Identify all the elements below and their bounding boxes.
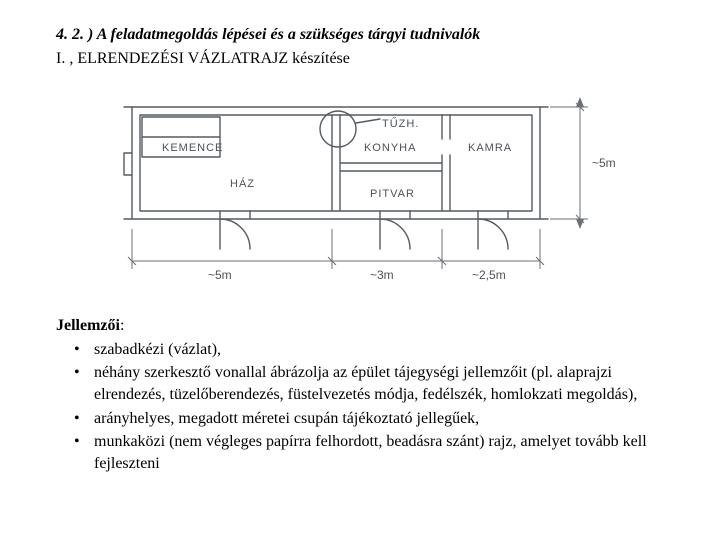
label-tuzh: TŰZH. <box>382 116 419 130</box>
list-item: néhány szerkesztő vonallal ábrázolja az … <box>74 362 664 405</box>
dim-haz: ~5m <box>208 268 232 282</box>
label-kamra: KAMRA <box>468 142 512 154</box>
subtitle-text: ELRENDEZÉSI VÁZLATRAJZ készítése <box>77 50 350 67</box>
label-pitvar: PITVAR <box>370 188 415 200</box>
dim-depth: ~5m <box>592 156 616 170</box>
floorplan-figure-container: KEMENCE HÁZ TŰZH. KONYHA PITVAR KAMRA ~5… <box>56 83 664 291</box>
list-item: arányhelyes, megadott méretei csupán táj… <box>74 408 664 430</box>
dim-pitvar: ~3m <box>370 268 394 282</box>
section-subtitle: I. , ELRENDEZÉSI VÁZLATRAJZ készítése <box>56 48 664 70</box>
section-title: A feladatmegoldás lépései és a szükséges… <box>97 26 481 43</box>
label-kemence: KEMENCE <box>162 142 223 154</box>
label-konyha: KONYHA <box>364 142 416 154</box>
features-heading: Jellemzői <box>56 317 120 334</box>
list-item: szabadkézi (vázlat), <box>74 339 664 361</box>
section-heading: 4. 2. ) A feladatmegoldás lépései és a s… <box>56 24 664 46</box>
list-item: munkaközi (nem végleges papírra felhordo… <box>74 431 664 474</box>
subtitle-prefix: I. , <box>56 50 73 67</box>
dim-kamra: ~2,5m <box>472 268 506 282</box>
features-list: szabadkézi (vázlat), néhány szerkesztő v… <box>74 339 664 475</box>
section-number: 4. 2. ) <box>56 26 93 43</box>
floorplan-sketch: KEMENCE HÁZ TŰZH. KONYHA PITVAR KAMRA ~5… <box>80 83 640 291</box>
label-haz: HÁZ <box>230 177 255 190</box>
features-section: Jellemzői: szabadkézi (vázlat), néhány s… <box>56 315 664 474</box>
